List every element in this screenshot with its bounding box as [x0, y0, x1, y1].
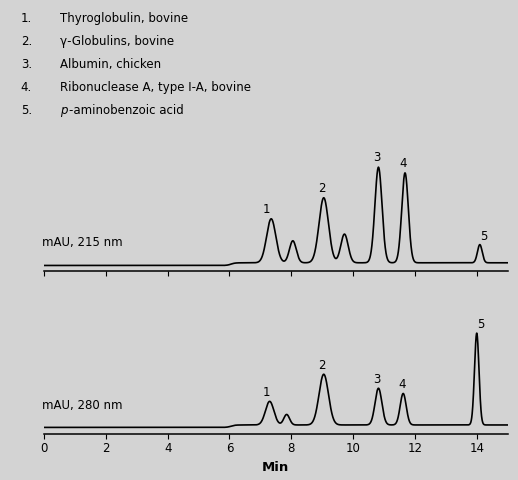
Text: 4: 4 — [398, 378, 406, 391]
Text: 4.: 4. — [21, 81, 32, 94]
Text: 5: 5 — [477, 318, 484, 331]
Text: 5.: 5. — [21, 104, 32, 117]
Text: Thyroglobulin, bovine: Thyroglobulin, bovine — [60, 12, 188, 25]
Text: 2: 2 — [319, 182, 326, 195]
Text: mAU, 215 nm: mAU, 215 nm — [42, 236, 122, 249]
Text: 3.: 3. — [21, 58, 32, 71]
Text: Ribonuclease A, type I-A, bovine: Ribonuclease A, type I-A, bovine — [60, 81, 251, 94]
Text: 1: 1 — [262, 386, 270, 399]
X-axis label: Min: Min — [262, 461, 290, 474]
Text: 4: 4 — [400, 157, 407, 170]
Text: 3: 3 — [373, 151, 381, 164]
Text: 1.: 1. — [21, 12, 32, 25]
Text: Albumin, chicken: Albumin, chicken — [60, 58, 161, 71]
Text: p: p — [60, 104, 67, 117]
Text: 2: 2 — [319, 359, 326, 372]
Text: 1: 1 — [263, 203, 270, 216]
Text: 3: 3 — [373, 372, 381, 385]
Text: mAU, 280 nm: mAU, 280 nm — [42, 399, 122, 412]
Text: 2.: 2. — [21, 35, 32, 48]
Text: 5: 5 — [480, 230, 487, 243]
Text: -aminobenzoic acid: -aminobenzoic acid — [69, 104, 184, 117]
Text: γ-Globulins, bovine: γ-Globulins, bovine — [60, 35, 174, 48]
